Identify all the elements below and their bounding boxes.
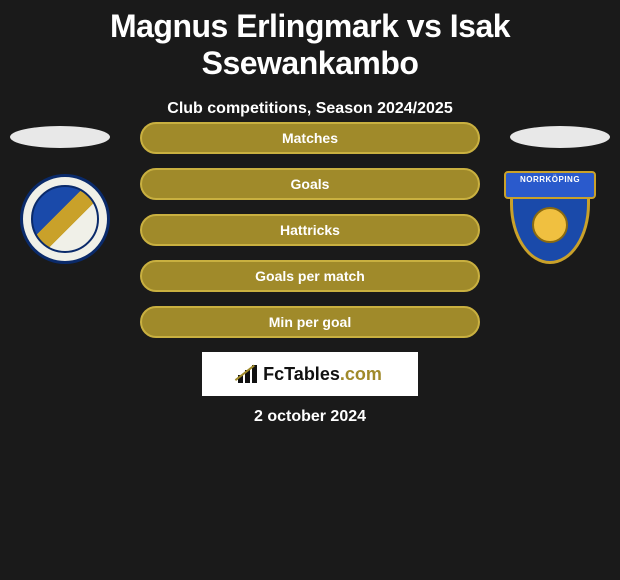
stat-bar-goals: Goals [140, 168, 480, 200]
player-right-photo-placeholder [510, 126, 610, 148]
stat-bar-label: Min per goal [269, 314, 351, 330]
stat-bar-goals-per-match: Goals per match [140, 260, 480, 292]
page-title: Magnus Erlingmark vs Isak Ssewankambo [0, 0, 620, 82]
stat-bars: Matches Goals Hattricks Goals per match … [140, 122, 480, 352]
club-badge-right-ball-icon [532, 207, 568, 243]
stat-bar-label: Matches [282, 130, 338, 146]
stat-bar-label: Hattricks [280, 222, 340, 238]
bar-chart-icon [238, 365, 257, 383]
date-label: 2 october 2024 [0, 408, 620, 426]
watermark-brand: FcTables [263, 364, 340, 384]
club-badge-right: NORRKÖPING [500, 174, 600, 264]
stat-bar-matches: Matches [140, 122, 480, 154]
subtitle: Club competitions, Season 2024/2025 [0, 100, 620, 118]
club-badge-left-inner [31, 185, 99, 253]
watermark-text: FcTables.com [263, 364, 382, 385]
club-badge-left-circle [20, 174, 110, 264]
club-badge-right-label: NORRKÖPING [520, 175, 580, 184]
stat-bar-hattricks: Hattricks [140, 214, 480, 246]
player-left-photo-placeholder [10, 126, 110, 148]
watermark-domain: .com [340, 364, 382, 384]
club-badge-left [20, 174, 120, 264]
stat-bar-min-per-goal: Min per goal [140, 306, 480, 338]
stat-bar-label: Goals per match [255, 268, 365, 284]
stat-bar-label: Goals [291, 176, 330, 192]
club-badge-right-shield: NORRKÖPING [510, 174, 590, 264]
watermark: FcTables.com [202, 352, 418, 396]
